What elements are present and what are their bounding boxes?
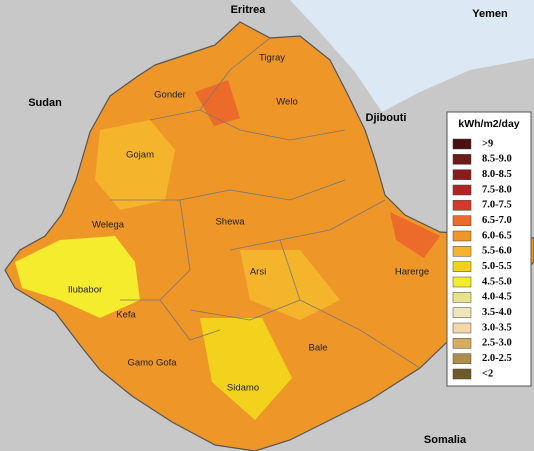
legend-label: 6.0-6.5 — [482, 230, 512, 241]
legend-swatch — [452, 322, 472, 334]
legend-label: 2.5-3.0 — [482, 338, 512, 349]
region-label: Shewa — [215, 217, 245, 228]
legend-label: 7.5-8.0 — [482, 184, 512, 195]
country-label: Yemen — [472, 8, 508, 20]
legend-label: 8.5-9.0 — [482, 154, 512, 165]
region-label: Bale — [308, 343, 327, 354]
legend-swatch — [452, 169, 472, 180]
legend: kWh/m2/day >9 8.5-9.0 8.0-8.5 7.5-8.0 7.0-7.… — [446, 111, 532, 387]
region-labels: Tigray Gonder Welo Gojam Welega Shewa Ar… — [68, 53, 429, 394]
legend-label: 3.0-3.5 — [482, 322, 512, 333]
legend-label: 4.5-5.0 — [482, 276, 512, 287]
legend-swatch — [452, 230, 472, 242]
red-zone — [390, 212, 440, 258]
legend-swatch — [452, 353, 472, 364]
legend-swatch — [452, 261, 472, 272]
sea — [290, 0, 534, 112]
legend-label: 2.0-2.5 — [482, 353, 512, 364]
legend-label: 8.0-8.5 — [482, 169, 512, 180]
high-4-5-zone — [15, 236, 140, 318]
country-label: Somalia — [424, 434, 467, 446]
legend-title: kWh/m2/day — [458, 118, 519, 130]
zone-5-6 — [95, 120, 175, 210]
legend-label: <2 — [482, 368, 493, 379]
region-label: Kefa — [116, 310, 136, 321]
country-label: Eritrea — [231, 4, 267, 16]
legend-swatch — [452, 184, 472, 196]
region-label: Ilubabor — [68, 285, 102, 296]
region-label: Harerge — [395, 267, 429, 278]
legend-swatch — [452, 154, 472, 165]
region-label: Tigray — [259, 53, 285, 64]
legend-label: 4.0-4.5 — [482, 292, 512, 303]
country-label: Djibouti — [366, 112, 407, 124]
legend-swatch — [452, 338, 472, 349]
legend-swatch — [452, 292, 472, 303]
region-label: Welega — [92, 220, 125, 231]
yellow-zone — [200, 318, 292, 420]
region-label: Arsi — [250, 267, 266, 278]
zone-5-6 — [240, 250, 340, 320]
legend-label: 7.0-7.5 — [482, 200, 512, 211]
legend-label: 3.5-4.0 — [482, 307, 512, 318]
legend-label: 5.0-5.5 — [482, 261, 512, 272]
legend-swatch — [452, 138, 472, 150]
region-label: Gonder — [154, 90, 186, 101]
legend-label: 5.5-6.0 — [482, 246, 512, 257]
region-label: Gojam — [126, 150, 154, 161]
legend-swatch — [452, 200, 472, 211]
region-label: Sidamo — [227, 383, 259, 394]
legend-swatch — [452, 368, 472, 380]
country-label: Sudan — [28, 97, 62, 109]
region-label: Welo — [276, 97, 297, 108]
legend-swatch — [452, 307, 472, 318]
legend-swatch — [452, 276, 472, 288]
legend-label: 6.5-7.0 — [482, 215, 512, 226]
region-label: Gamo Gofa — [127, 358, 177, 369]
legend-swatch — [452, 215, 472, 226]
red-zone — [195, 80, 240, 126]
legend-swatch — [452, 246, 472, 257]
legend-label: >9 — [482, 138, 493, 149]
region-borders — [110, 37, 421, 369]
country-labels: Eritrea Yemen Sudan Djibouti Somalia — [28, 4, 508, 446]
